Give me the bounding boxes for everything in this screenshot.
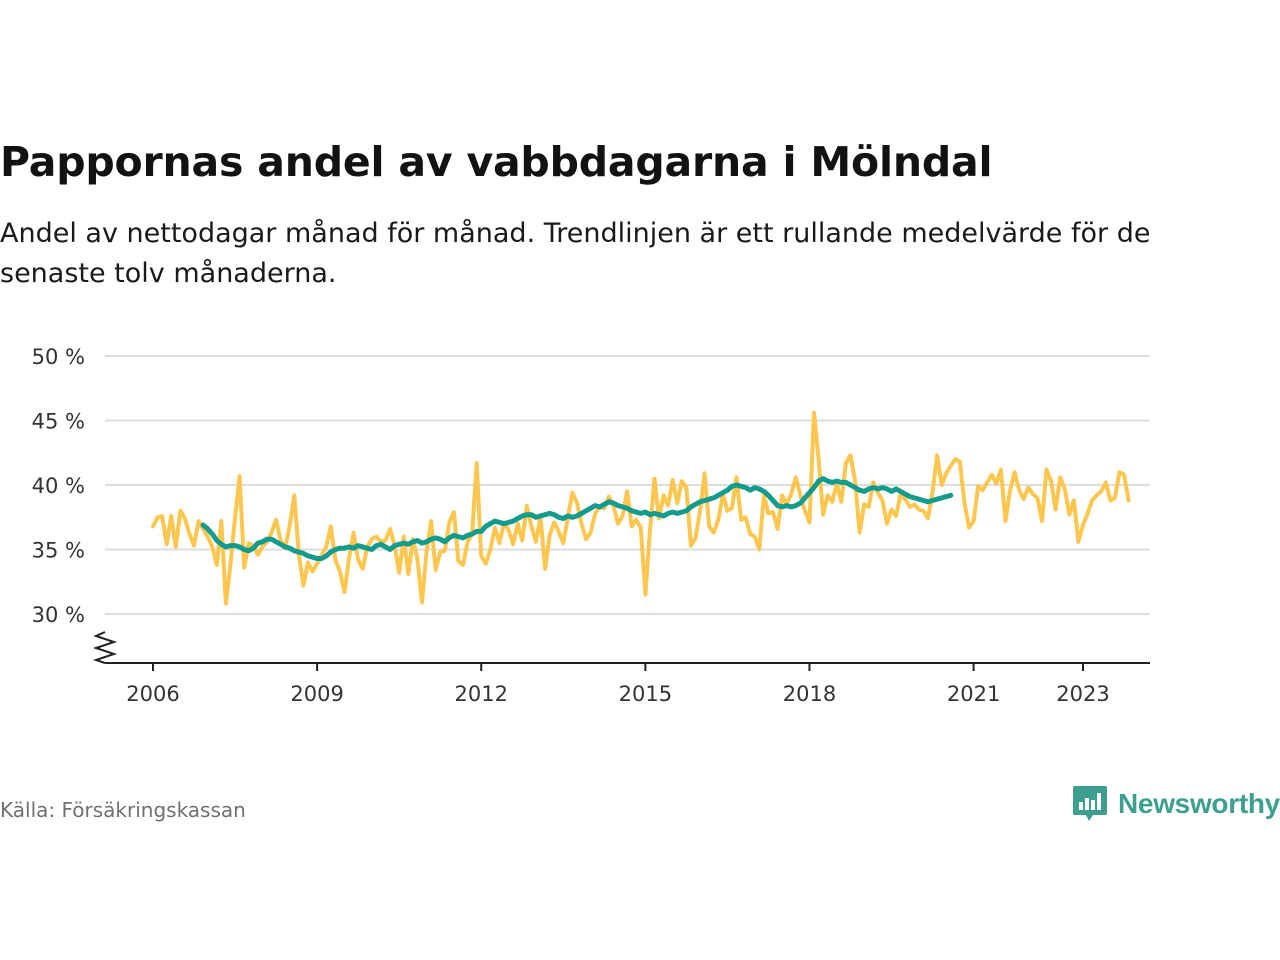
x-tick-label: 2023 xyxy=(1056,682,1109,706)
x-tick-label: 2012 xyxy=(455,682,508,706)
chart-title: Pappornas andel av vabbdagarna i Mölndal xyxy=(0,138,993,186)
x-axis: 2006 2009 2012 2015 2018 2021 2023 xyxy=(92,631,1150,706)
series-line-trend xyxy=(200,476,954,561)
chart-subtitle: Andel av nettodagar månad för månad. Tre… xyxy=(0,218,1151,289)
source-note: Källa: Försäkringskassan xyxy=(0,798,246,822)
y-tick-label: 40 % xyxy=(32,474,85,498)
axis-break-marker xyxy=(92,631,118,664)
y-tick-label: 30 % xyxy=(32,603,85,627)
x-tick-label: 2015 xyxy=(619,682,672,706)
x-tick-label: 2006 xyxy=(126,682,179,706)
line-chart: 30 % 35 % 40 % 45 % 50 % 2006 2009 2012 2015 201… xyxy=(32,345,1150,706)
y-tick-label: 50 % xyxy=(32,345,85,369)
x-tick-label: 2018 xyxy=(783,682,836,706)
y-tick-label: 35 % xyxy=(32,539,85,563)
y-tick-label: 45 % xyxy=(32,410,85,434)
gridlines xyxy=(105,355,1150,615)
brand-name: Newsworthy xyxy=(1118,788,1280,819)
x-tick-label: 2021 xyxy=(947,682,1000,706)
series-lines xyxy=(151,410,1131,606)
x-tick-label: 2009 xyxy=(290,682,343,706)
series-line-per-manad xyxy=(151,410,1131,606)
brand-logo: Newsworthy xyxy=(1072,784,1280,824)
y-axis-labels: 30 % 35 % 40 % 45 % 50 % xyxy=(32,345,85,627)
newsworthy-icon xyxy=(1073,786,1107,821)
